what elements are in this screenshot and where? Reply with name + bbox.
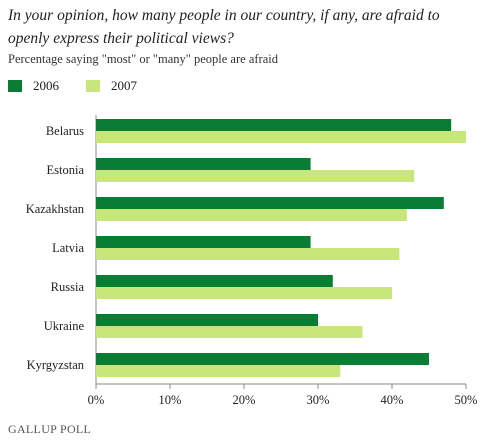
bar-kyrgyzstan-2006	[96, 353, 429, 365]
x-tick-label-0: 0%	[88, 393, 105, 407]
legend-label-2007: 2007	[111, 78, 137, 93]
x-tick-label-40: 40%	[381, 393, 404, 407]
category-label-kazakhstan: Kazakhstan	[26, 202, 85, 216]
bar-russia-2006	[96, 275, 333, 287]
category-label-latvia: Latvia	[52, 241, 84, 255]
bar-ukraine-2007	[96, 326, 363, 338]
bar-belarus-2007	[96, 131, 466, 143]
bar-kazakhstan-2006	[96, 197, 444, 209]
x-tick-label-30: 30%	[307, 393, 330, 407]
chart-title: In your opinion, how many people in our …	[8, 7, 440, 47]
x-tick-label-50: 50%	[455, 393, 478, 407]
legend-label-2006: 2006	[33, 78, 59, 93]
x-tick-label-10: 10%	[159, 393, 182, 407]
category-label-estonia: Estonia	[47, 163, 85, 177]
gallup-poll-logo: GALLUP POLL	[8, 422, 92, 436]
x-tick-label-20: 20%	[233, 393, 256, 407]
legend-swatch-2007	[86, 80, 100, 92]
bar-estonia-2006	[96, 158, 311, 170]
category-label-ukraine: Ukraine	[44, 319, 85, 333]
legend-swatch-2006	[8, 80, 22, 92]
bar-ukraine-2006	[96, 314, 318, 326]
bar-latvia-2006	[96, 236, 311, 248]
bar-estonia-2007	[96, 170, 415, 182]
bar-latvia-2007	[96, 248, 400, 260]
category-label-kyrgyzstan: Kyrgyzstan	[27, 358, 85, 372]
chart-subtitle: Percentage saying "most" or "many" peopl…	[8, 52, 278, 66]
bar-kazakhstan-2007	[96, 209, 407, 221]
bar-kyrgyzstan-2007	[96, 365, 341, 377]
bar-russia-2007	[96, 287, 392, 299]
category-label-belarus: Belarus	[46, 124, 84, 138]
category-label-russia: Russia	[51, 280, 85, 294]
bar-belarus-2006	[96, 119, 452, 131]
